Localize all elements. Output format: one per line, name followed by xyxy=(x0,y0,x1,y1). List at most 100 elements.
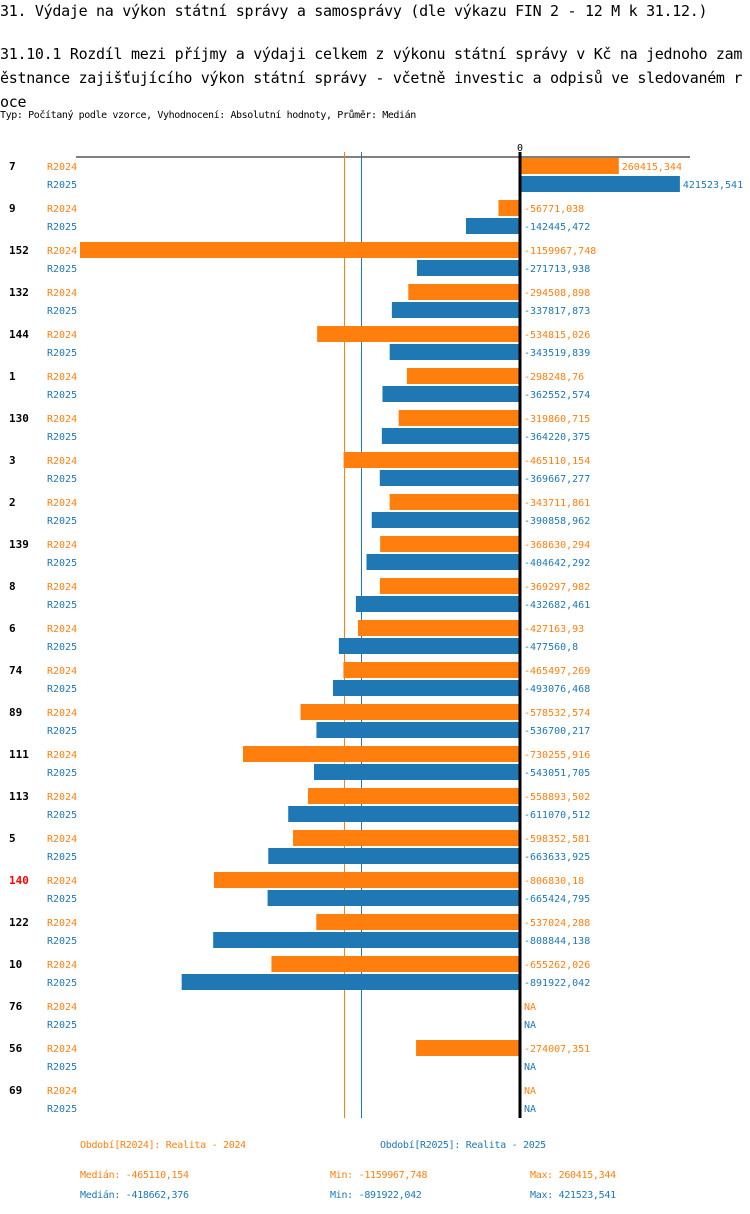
group-label: 130 xyxy=(9,412,29,425)
bar-r2025 xyxy=(381,428,520,444)
series-label-r2025: R2025 xyxy=(47,936,77,947)
series-label-r2024: R2024 xyxy=(47,918,77,929)
bar-r2025 xyxy=(316,722,520,738)
series-label-r2024: R2024 xyxy=(47,960,77,971)
series-label-r2025: R2025 xyxy=(47,516,77,527)
bar-r2025 xyxy=(379,470,520,486)
series-label-r2025: R2025 xyxy=(47,768,77,779)
bar-r2025 xyxy=(267,890,520,906)
group-label: 3 xyxy=(9,454,16,467)
value-label: -298248,76 xyxy=(524,372,584,383)
series-label-r2024: R2024 xyxy=(47,540,77,551)
value-label: -343711,861 xyxy=(524,498,590,509)
value-label: -274007,351 xyxy=(524,1044,590,1055)
bar-r2024 xyxy=(406,368,520,384)
legend-period-r2025: Období[R2025]: Realita - 2025 xyxy=(380,1140,546,1151)
value-label: -319860,715 xyxy=(524,414,590,425)
series-label-r2025: R2025 xyxy=(47,348,77,359)
value-label: -537024,288 xyxy=(524,918,590,929)
group-label: 9 xyxy=(9,202,16,215)
bar-r2024 xyxy=(343,662,520,678)
bar-r2024 xyxy=(308,788,520,804)
series-label-r2025: R2025 xyxy=(47,390,77,401)
group-label: 10 xyxy=(9,958,22,971)
series-label-r2024: R2024 xyxy=(47,834,77,845)
legend-min-r2024: Min: -1159967,748 xyxy=(330,1170,428,1181)
series-label-r2025: R2025 xyxy=(47,894,77,905)
series-label-r2025: R2025 xyxy=(47,264,77,275)
bar-r2025 xyxy=(181,974,520,990)
value-label: -578532,574 xyxy=(524,708,590,719)
value-label: -611070,512 xyxy=(524,810,590,821)
bar-r2024 xyxy=(271,956,520,972)
series-label-r2024: R2024 xyxy=(47,246,77,257)
legend-max-r2024: Max: 260415,344 xyxy=(530,1170,616,1181)
bar-r2025 xyxy=(355,596,520,612)
bar-r2024 xyxy=(80,242,520,258)
series-label-r2025: R2025 xyxy=(47,1020,77,1031)
series-label-r2025: R2025 xyxy=(47,600,77,611)
value-label: NA xyxy=(524,1002,536,1013)
group-label: 7 xyxy=(9,160,16,173)
series-label-r2024: R2024 xyxy=(47,162,77,173)
group-label: 139 xyxy=(9,538,29,551)
value-label: -369667,277 xyxy=(524,474,590,485)
value-label: -343519,839 xyxy=(524,348,590,359)
series-label-r2025: R2025 xyxy=(47,642,77,653)
bar-r2025 xyxy=(314,764,520,780)
bar-r2024 xyxy=(498,200,520,216)
value-label: -337817,873 xyxy=(524,306,590,317)
value-label: -808844,138 xyxy=(524,936,590,947)
value-label: -362552,574 xyxy=(524,390,590,401)
series-label-r2025: R2025 xyxy=(47,978,77,989)
group-label: 74 xyxy=(9,664,23,677)
group-label: 56 xyxy=(9,1042,23,1055)
value-label: -368630,294 xyxy=(524,540,590,551)
bar-r2025 xyxy=(288,806,520,822)
chart-title: 31.10.1 Rozdíl mezi příjmy a výdaji celk… xyxy=(0,45,743,111)
series-label-r2024: R2024 xyxy=(47,876,77,887)
legend-median-r2025: Medián: -418662,376 xyxy=(80,1190,189,1201)
group-label: 76 xyxy=(9,1000,23,1013)
group-label: 113 xyxy=(9,790,29,803)
value-label: -655262,026 xyxy=(524,960,590,971)
series-label-r2024: R2024 xyxy=(47,414,77,425)
value-label: -534815,026 xyxy=(524,330,590,341)
series-label-r2025: R2025 xyxy=(47,726,77,737)
group-label: 1 xyxy=(9,370,16,383)
legend-period-r2024: Období[R2024]: Realita - 2024 xyxy=(80,1140,246,1151)
value-label: -142445,472 xyxy=(524,222,590,233)
bar-r2024 xyxy=(300,704,520,720)
bar-r2025 xyxy=(338,638,520,654)
series-label-r2024: R2024 xyxy=(47,1086,77,1097)
bar-r2024 xyxy=(213,872,520,888)
bar-r2025 xyxy=(389,344,520,360)
series-label-r2024: R2024 xyxy=(47,582,77,593)
bar-r2025 xyxy=(391,302,520,318)
series-label-r2024: R2024 xyxy=(47,708,77,719)
series-label-r2025: R2025 xyxy=(47,684,77,695)
value-label: NA xyxy=(524,1086,536,1097)
bar-r2025 xyxy=(382,386,520,402)
value-label: -294508,898 xyxy=(524,288,590,299)
bar-r2024 xyxy=(416,1040,520,1056)
group-label: 152 xyxy=(9,244,29,257)
bar-r2024 xyxy=(379,578,520,594)
series-label-r2024: R2024 xyxy=(47,372,77,383)
bar-r2024 xyxy=(398,410,520,426)
group-label: 69 xyxy=(9,1084,22,1097)
bar-r2025 xyxy=(366,554,520,570)
value-label: -665424,795 xyxy=(524,894,590,905)
series-label-r2025: R2025 xyxy=(47,1062,77,1073)
bar-r2025 xyxy=(332,680,520,696)
bar-r2025 xyxy=(465,218,520,234)
value-label: -536700,217 xyxy=(524,726,590,737)
legend-max-r2025: Max: 421523,541 xyxy=(530,1190,616,1201)
value-label: -558893,502 xyxy=(524,792,590,803)
value-label: -806830,18 xyxy=(524,876,584,887)
value-label: -543051,705 xyxy=(524,768,590,779)
value-label: -432682,461 xyxy=(524,600,590,611)
value-label: -465497,269 xyxy=(524,666,590,677)
group-label: 5 xyxy=(9,832,16,845)
series-label-r2024: R2024 xyxy=(47,1044,77,1055)
